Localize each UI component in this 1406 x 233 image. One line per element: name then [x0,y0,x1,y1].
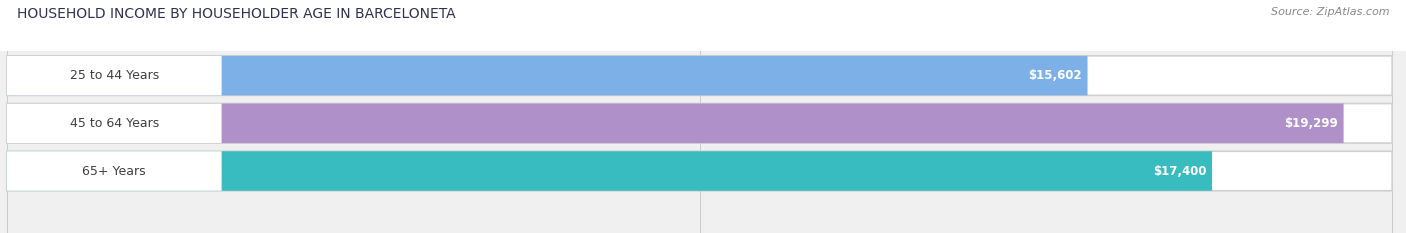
Text: 65+ Years: 65+ Years [83,164,146,178]
FancyBboxPatch shape [7,103,1392,143]
Text: 25 to 44 Years: 25 to 44 Years [70,69,159,82]
FancyBboxPatch shape [7,151,1392,191]
Text: $0: $0 [233,21,249,34]
Text: $19,299: $19,299 [1284,117,1339,130]
FancyBboxPatch shape [7,103,222,143]
FancyBboxPatch shape [7,8,222,48]
Text: $17,400: $17,400 [1153,164,1206,178]
Text: Source: ZipAtlas.com: Source: ZipAtlas.com [1271,7,1389,17]
FancyBboxPatch shape [7,56,222,95]
FancyBboxPatch shape [7,56,1087,95]
FancyBboxPatch shape [7,103,1344,143]
FancyBboxPatch shape [7,151,222,191]
Text: 15 to 24 Years: 15 to 24 Years [70,21,159,34]
Text: 45 to 64 Years: 45 to 64 Years [70,117,159,130]
FancyBboxPatch shape [7,151,1212,191]
Text: $15,602: $15,602 [1028,69,1083,82]
Text: HOUSEHOLD INCOME BY HOUSEHOLDER AGE IN BARCELONETA: HOUSEHOLD INCOME BY HOUSEHOLDER AGE IN B… [17,7,456,21]
FancyBboxPatch shape [7,56,1392,95]
FancyBboxPatch shape [7,8,1392,48]
